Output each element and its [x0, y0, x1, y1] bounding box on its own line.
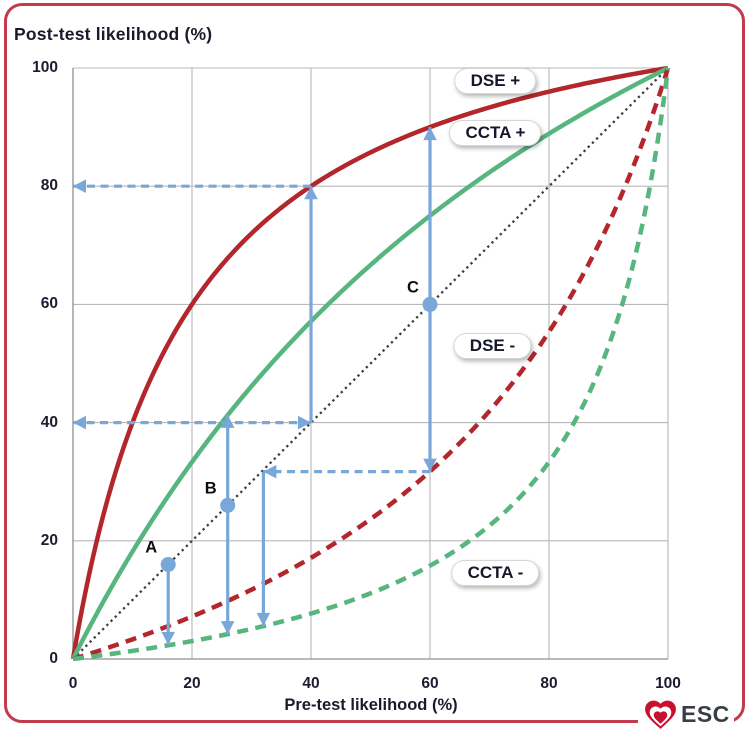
curve-dse-plus [70, 65, 669, 660]
arrow-head [220, 621, 235, 635]
arrow-head [298, 415, 311, 430]
arrow-head [161, 631, 175, 645]
esc-logo-text: ESC [681, 700, 730, 727]
arrow-head [263, 464, 277, 479]
arrow-head [304, 186, 318, 200]
point-dot-a [160, 556, 176, 572]
x-axis-title: Pre-test likelihood (%) [284, 696, 458, 714]
curve-ccta-minus [72, 67, 671, 662]
curve-ccta-plus [70, 65, 670, 661]
arrow-head [256, 612, 271, 626]
arrow-head [220, 414, 235, 428]
arrow-head [73, 415, 86, 430]
chart-title: Post-test likelihood (%) [14, 24, 213, 44]
esc-heart-icon [645, 700, 676, 729]
point-dot-b [220, 497, 236, 513]
arrow-head [423, 458, 437, 472]
arrow-head [423, 127, 437, 141]
arrow-head [73, 179, 86, 193]
point-dot-c [422, 296, 438, 312]
esc-logo: ESC [638, 692, 734, 736]
identity-line [72, 67, 669, 660]
